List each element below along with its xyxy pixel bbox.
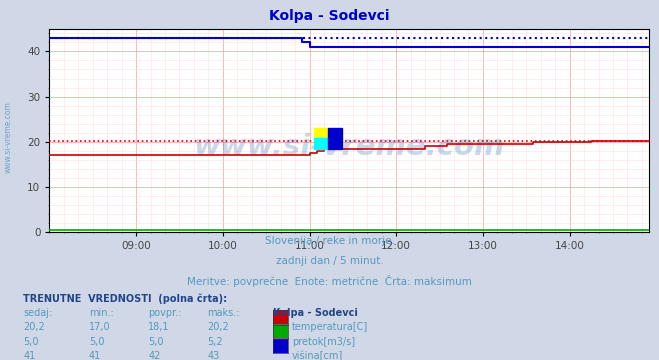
Text: 42: 42: [148, 351, 161, 360]
Text: 5,0: 5,0: [148, 337, 164, 347]
Bar: [314, 138, 328, 149]
Text: 17,0: 17,0: [89, 322, 111, 332]
Text: 18,1: 18,1: [148, 322, 170, 332]
Bar: [314, 128, 328, 138]
Text: www.si-vreme.com: www.si-vreme.com: [194, 133, 505, 161]
Text: temperatura[C]: temperatura[C]: [292, 322, 368, 332]
Text: sedaj:: sedaj:: [23, 308, 52, 318]
Text: Kolpa - Sodevci: Kolpa - Sodevci: [270, 9, 389, 23]
Text: 5,2: 5,2: [208, 337, 223, 347]
Text: povpr.:: povpr.:: [148, 308, 182, 318]
Text: Kolpa - Sodevci: Kolpa - Sodevci: [273, 308, 358, 318]
Text: zadnji dan / 5 minut.: zadnji dan / 5 minut.: [275, 256, 384, 266]
Text: 20,2: 20,2: [23, 322, 45, 332]
Text: 43: 43: [208, 351, 220, 360]
Text: maks.:: maks.:: [208, 308, 240, 318]
Text: Slovenija / reke in morje.: Slovenija / reke in morje.: [264, 236, 395, 246]
Text: TRENUTNE  VREDNOSTI  (polna črta):: TRENUTNE VREDNOSTI (polna črta):: [23, 293, 227, 304]
Text: višina[cm]: višina[cm]: [292, 351, 343, 360]
Text: 20,2: 20,2: [208, 322, 229, 332]
Text: www.si-vreme.com: www.si-vreme.com: [3, 101, 13, 173]
Text: min.:: min.:: [89, 308, 114, 318]
Text: 5,0: 5,0: [23, 337, 39, 347]
Text: 5,0: 5,0: [89, 337, 105, 347]
Text: 41: 41: [23, 351, 36, 360]
Text: 41: 41: [89, 351, 101, 360]
Text: Meritve: povprečne  Enote: metrične  Črta: maksimum: Meritve: povprečne Enote: metrične Črta:…: [187, 275, 472, 287]
Bar: [328, 128, 341, 149]
Text: pretok[m3/s]: pretok[m3/s]: [292, 337, 355, 347]
